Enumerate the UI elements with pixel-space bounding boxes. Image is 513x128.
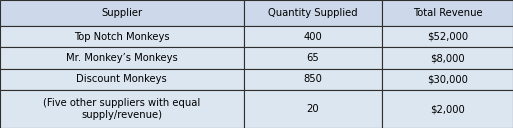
Bar [0, 0, 244, 26]
Text: Supplier: Supplier [101, 8, 143, 18]
Bar [382, 26, 513, 47]
Text: $8,000: $8,000 [430, 53, 465, 63]
Text: 20: 20 [307, 104, 319, 114]
Bar [0, 26, 244, 47]
Bar [244, 47, 382, 69]
Text: $2,000: $2,000 [430, 104, 465, 114]
Text: (Five other suppliers with equal
supply/revenue): (Five other suppliers with equal supply/… [43, 98, 201, 120]
Text: $52,000: $52,000 [427, 32, 468, 42]
Bar [0, 90, 244, 128]
Text: Quantity Supplied: Quantity Supplied [268, 8, 358, 18]
Text: Total Revenue: Total Revenue [413, 8, 482, 18]
Text: Mr. Monkey’s Monkeys: Mr. Monkey’s Monkeys [66, 53, 177, 63]
Bar [382, 90, 513, 128]
Bar [0, 47, 244, 69]
Bar [0, 69, 244, 90]
Bar [244, 26, 382, 47]
Text: 65: 65 [307, 53, 319, 63]
Text: Discount Monkeys: Discount Monkeys [76, 74, 167, 84]
Bar [382, 69, 513, 90]
Text: 400: 400 [304, 32, 322, 42]
Text: $30,000: $30,000 [427, 74, 468, 84]
Bar [244, 0, 382, 26]
Bar [244, 69, 382, 90]
Bar [244, 90, 382, 128]
Text: Top Notch Monkeys: Top Notch Monkeys [74, 32, 170, 42]
Bar [382, 0, 513, 26]
Bar [382, 47, 513, 69]
Text: 850: 850 [304, 74, 322, 84]
